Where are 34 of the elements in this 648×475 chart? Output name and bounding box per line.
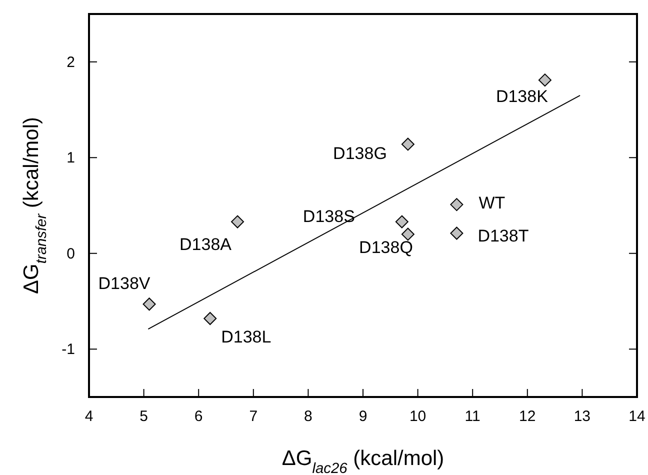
point xyxy=(538,74,552,87)
x-tick-label: 14 xyxy=(628,408,646,425)
annotation: D138K xyxy=(496,87,549,106)
x-tick-label: 12 xyxy=(519,408,536,425)
x-tick-label: 6 xyxy=(194,408,203,425)
annotation: D138T xyxy=(478,226,529,246)
annotation: D138Q xyxy=(359,238,413,258)
annotation: D138A xyxy=(180,234,232,254)
annotation: D138S xyxy=(302,206,355,226)
annotation: D138L xyxy=(221,327,272,346)
x-tick-label: 4 xyxy=(84,408,94,425)
point xyxy=(395,215,408,228)
y-tick-label: -1 xyxy=(62,341,75,358)
x-tick-label: 8 xyxy=(304,408,312,425)
x-tick-label: 7 xyxy=(249,408,258,425)
x-tick-label: 10 xyxy=(409,408,426,425)
annotation: D138G xyxy=(333,144,387,164)
point xyxy=(401,228,414,241)
y-tick-label: 1 xyxy=(66,150,75,167)
x-tick-label: 11 xyxy=(464,408,480,425)
point xyxy=(142,298,156,311)
point xyxy=(450,198,464,212)
point xyxy=(450,226,464,240)
x-axis-title: ΔG$_{lac26}$ (kcal/mol) xyxy=(282,447,444,475)
y-tick-label: 0 xyxy=(66,245,75,262)
annotation: D138V xyxy=(98,274,151,294)
x-tick-label: 9 xyxy=(358,408,368,425)
x-tick-label: 13 xyxy=(574,408,591,425)
point xyxy=(204,312,217,325)
y-tick-label: 2 xyxy=(66,54,75,71)
x-tick-label: 5 xyxy=(140,408,148,425)
point xyxy=(401,138,414,151)
annotation: WT xyxy=(478,194,506,213)
point xyxy=(231,215,244,228)
